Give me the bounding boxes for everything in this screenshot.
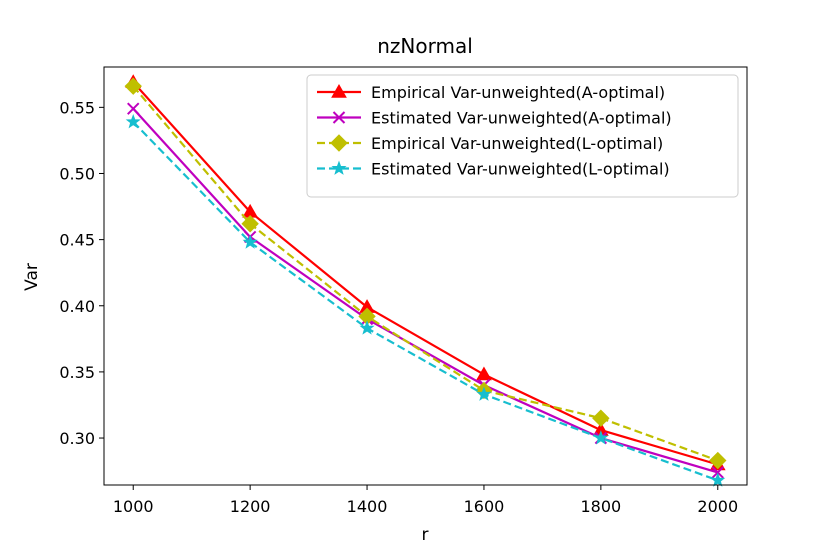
legend-marker	[331, 160, 347, 175]
x-tick-label: 1400	[347, 497, 388, 516]
legend-item: Estimated Var-unweighted(L-optimal)	[317, 160, 670, 179]
data-point	[359, 320, 375, 335]
legend-label: Empirical Var-unweighted(L-optimal)	[371, 134, 663, 153]
legend-item: Empirical Var-unweighted(L-optimal)	[317, 134, 663, 153]
data-point	[242, 234, 258, 249]
legend-label: Estimated Var-unweighted(A-optimal)	[371, 109, 672, 128]
data-point	[476, 386, 492, 401]
data-point	[127, 102, 140, 115]
y-tick-label: 0.40	[59, 297, 95, 316]
series-line	[132, 85, 719, 462]
data-point	[125, 113, 141, 129]
data-point	[476, 366, 492, 381]
y-axis-label: Var	[22, 263, 42, 291]
legend-marker	[332, 111, 346, 124]
y-tick-label: 0.45	[59, 231, 95, 250]
legend-label: Empirical Var-unweighted(A-optimal)	[371, 83, 665, 102]
data-point	[592, 409, 610, 427]
series-layer	[124, 74, 727, 487]
chart-title: nzNormal	[377, 34, 473, 58]
legend-item: Estimated Var-unweighted(A-optimal)	[317, 109, 672, 128]
y-tick-label: 0.35	[59, 363, 95, 382]
series-4	[125, 113, 726, 487]
data-point	[241, 215, 259, 233]
series-line	[132, 121, 719, 482]
x-tick-label: 1000	[113, 497, 154, 516]
data-point	[710, 472, 726, 487]
data-point	[709, 451, 727, 470]
series-line	[132, 81, 719, 466]
legend-item: Empirical Var-unweighted(A-optimal)	[317, 83, 665, 102]
y-tick-label: 0.55	[59, 98, 95, 117]
x-tick-label: 1800	[581, 497, 622, 516]
series-3	[124, 77, 727, 470]
x-axis-label: r	[422, 525, 429, 545]
series-line	[132, 107, 719, 474]
legend-box	[306, 74, 739, 198]
legend-marker	[330, 134, 348, 152]
legend-marker	[331, 83, 347, 98]
y-tick-label: 0.30	[59, 429, 95, 448]
x-tick-label: 1200	[230, 497, 271, 516]
legend-label: Estimated Var-unweighted(L-optimal)	[371, 160, 670, 179]
x-tick-label: 2000	[697, 497, 738, 516]
plot-frame	[103, 66, 748, 486]
y-tick-label: 0.50	[59, 164, 95, 183]
legend: Empirical Var-unweighted(A-optimal) Estim…	[306, 74, 739, 198]
data-point	[124, 77, 142, 95]
data-point	[593, 430, 609, 445]
x-tick-label: 1600	[464, 497, 505, 516]
axes-layer: 1000 1200 1400 1600 1800 2000 0.30 0.35 0.40 0.45…	[59, 66, 748, 516]
